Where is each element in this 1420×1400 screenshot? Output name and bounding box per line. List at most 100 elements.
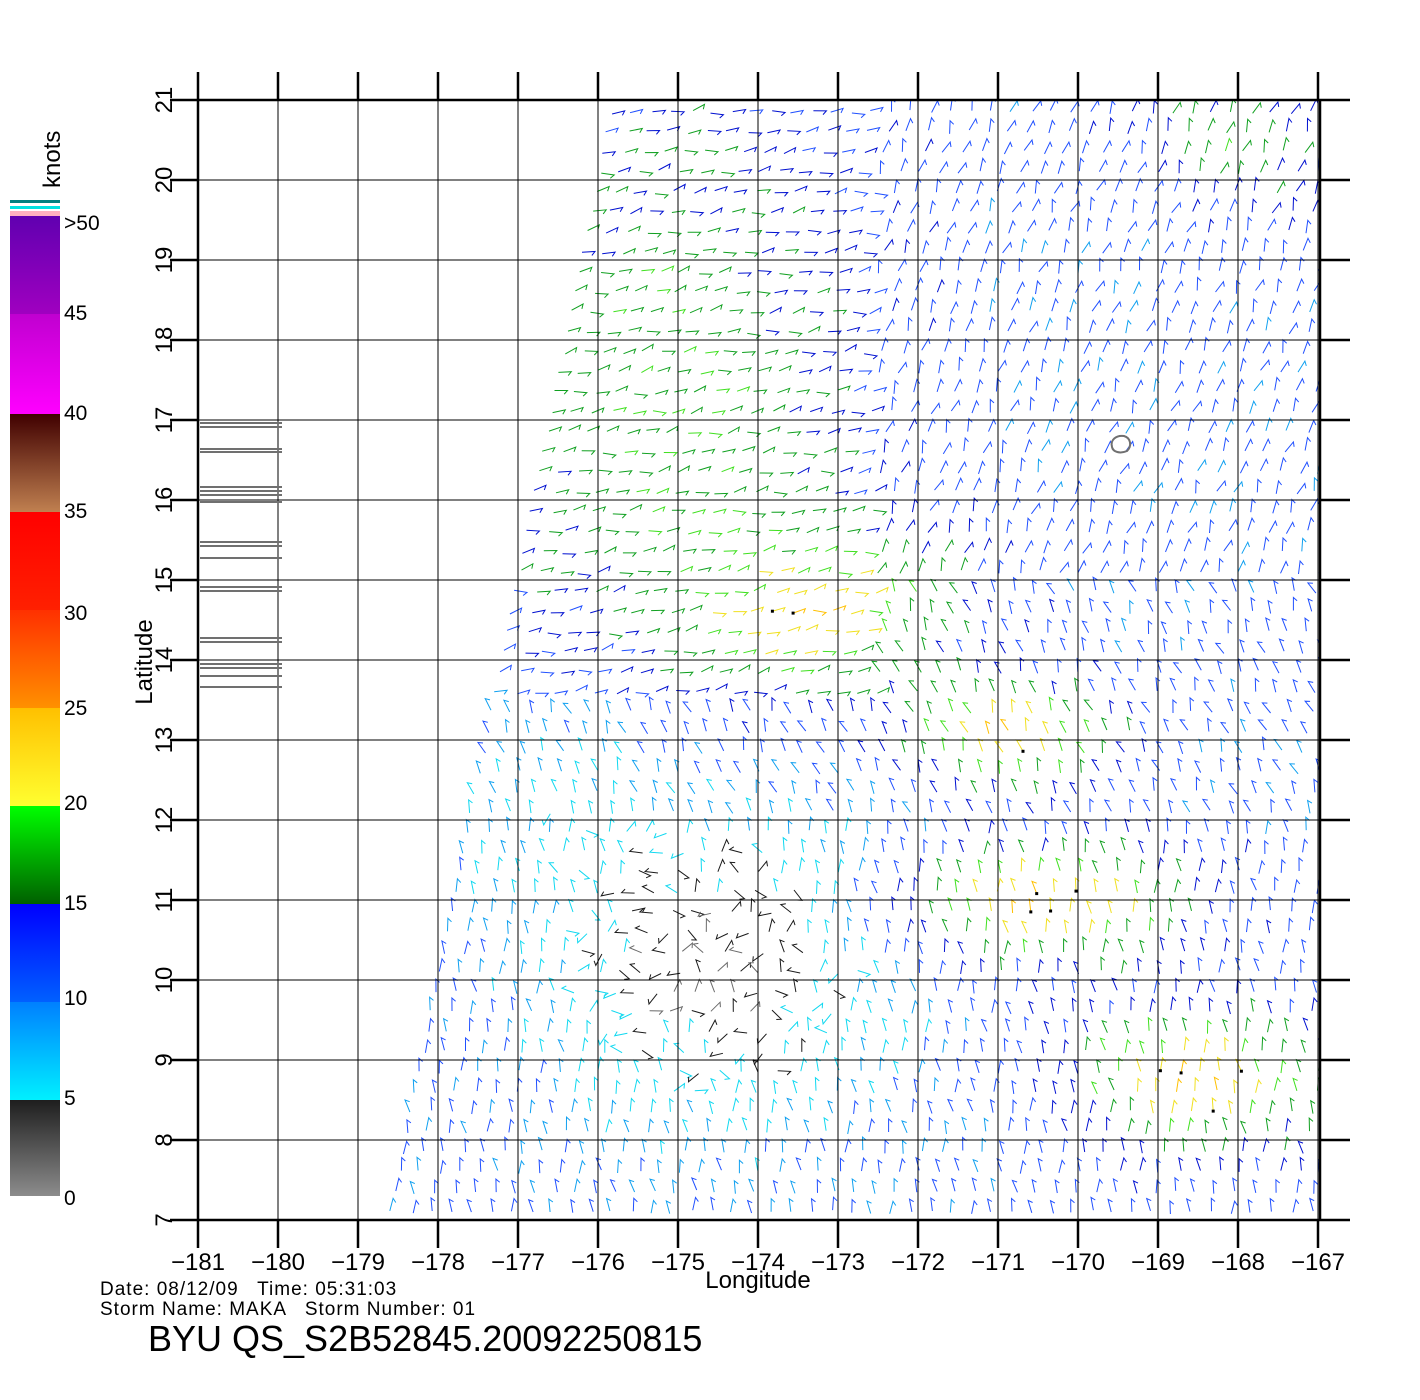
wind-vector	[1049, 1199, 1056, 1214]
wind-vector	[1135, 1058, 1142, 1072]
wind-vector	[1281, 536, 1287, 552]
wind-vector	[672, 308, 687, 315]
wind-vector	[761, 247, 775, 254]
wind-vector	[730, 405, 744, 412]
wind-vector	[521, 562, 534, 571]
wind-vector	[1273, 1076, 1281, 1091]
wind-vector	[620, 665, 634, 673]
wind-vector	[904, 700, 914, 712]
wind-vector	[1218, 958, 1226, 973]
wind-vector	[641, 649, 656, 655]
wind-vector	[866, 527, 881, 533]
wind-vector	[486, 1117, 494, 1132]
wind-vector	[970, 780, 978, 793]
wind-vector	[795, 1157, 802, 1171]
wind-vector	[509, 607, 523, 615]
wind-vector	[1025, 700, 1033, 714]
wind-vector	[1044, 140, 1053, 155]
wind-vector	[1123, 539, 1129, 554]
wind-vector	[764, 1137, 771, 1152]
wind-vector	[1106, 519, 1113, 534]
wind-vector	[990, 578, 996, 593]
wind-vector	[542, 446, 556, 453]
wind-vector	[871, 660, 881, 672]
wind-vector	[473, 1177, 479, 1192]
wind-vector	[1192, 198, 1201, 212]
x-tick-label: −179	[331, 1249, 385, 1276]
wind-vector	[1142, 799, 1151, 812]
wind-vector	[1255, 278, 1265, 291]
wind-vector	[1292, 678, 1298, 693]
wind-vector	[577, 963, 590, 972]
wind-vector	[1085, 900, 1092, 914]
wind-vector	[506, 625, 521, 631]
wind-vector	[1106, 217, 1112, 232]
wind-vector	[1061, 459, 1070, 474]
wind-vector	[1330, 998, 1336, 1011]
wind-vector	[845, 816, 852, 831]
wind-vector	[1105, 919, 1112, 934]
wind-vector	[1028, 680, 1037, 693]
wind-vector	[578, 1140, 585, 1154]
wind-vector	[858, 467, 872, 474]
wind-vector	[866, 1200, 872, 1214]
wind-vector	[756, 1033, 767, 1045]
wind-vector	[600, 958, 607, 973]
wind-vector	[881, 618, 888, 632]
wind-vector	[641, 365, 654, 374]
wind-vector	[1138, 460, 1148, 475]
wind-vector	[1325, 342, 1334, 353]
wind-vector	[447, 917, 452, 932]
wind-vector	[610, 799, 616, 814]
wind-vector	[908, 580, 917, 592]
wind-vector	[971, 100, 977, 111]
wind-vector	[907, 918, 914, 933]
wind-vector	[1057, 160, 1065, 174]
wind-vector	[1084, 437, 1090, 452]
y-tick-label: 17	[151, 407, 178, 434]
wind-vector	[1242, 139, 1252, 152]
wind-vector	[1261, 736, 1267, 751]
wind-vector	[1167, 419, 1177, 432]
wind-vector	[884, 1098, 892, 1112]
wind-vector	[430, 1096, 436, 1111]
wind-vector	[1085, 1035, 1091, 1051]
wind-vector	[1348, 319, 1352, 332]
wind-vector	[1286, 698, 1293, 713]
wind-vector	[905, 518, 916, 531]
wind-vector	[1177, 740, 1184, 755]
wind-vector	[1298, 640, 1304, 654]
wind-vector	[1139, 557, 1146, 572]
wind-vector	[1139, 720, 1147, 734]
wind-vector	[750, 312, 765, 317]
wind-vector	[812, 508, 827, 514]
wind-vector	[1187, 1116, 1194, 1131]
wind-vector	[556, 757, 563, 772]
wind-vector	[1011, 1079, 1017, 1094]
wind-vector	[1101, 738, 1107, 753]
wind-vector	[843, 937, 849, 952]
wind-vector	[558, 1057, 564, 1072]
wind-vector	[732, 108, 747, 115]
wind-vector	[1199, 936, 1206, 951]
wind-vector	[648, 696, 654, 711]
wind-vector	[710, 112, 725, 119]
wind-vector	[511, 878, 517, 893]
wind-vector	[921, 636, 927, 651]
wind-vector	[1014, 1057, 1020, 1072]
wind-vector	[1010, 398, 1020, 412]
wind-vector	[905, 117, 914, 131]
wind-vector	[1132, 1179, 1139, 1194]
wind-vector	[563, 936, 570, 951]
wind-vector	[729, 861, 739, 873]
wind-vector	[652, 109, 667, 115]
wind-vector	[1343, 638, 1347, 651]
wind-vector	[977, 557, 987, 571]
wind-vector	[999, 458, 1005, 473]
wind-vector	[1308, 1116, 1314, 1132]
wind-vector	[849, 697, 856, 712]
wind-vector	[926, 1100, 933, 1114]
wind-vector	[606, 898, 613, 913]
wind-vector	[1216, 1056, 1222, 1071]
wind-vector	[712, 410, 726, 416]
